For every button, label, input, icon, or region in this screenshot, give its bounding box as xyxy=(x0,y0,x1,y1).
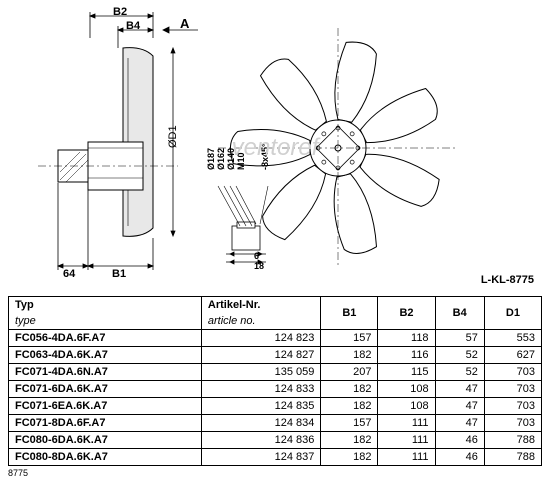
drawing-id: L-KL-8775 xyxy=(481,274,534,286)
dim-162: Ø162 xyxy=(216,148,226,170)
table-row: FC080-8DA.6K.A7124 83718211146788 xyxy=(9,449,542,466)
table-row: FC080-6DA.6K.A7124 83618211146788 xyxy=(9,432,542,449)
dim-18: 18 xyxy=(254,261,264,271)
table-row: FC071-6DA.6K.A7124 83318210847703 xyxy=(9,381,542,398)
dim-845: -8x45° xyxy=(260,143,270,170)
table-footer: 8775 xyxy=(8,468,542,478)
dim-140: Ø140 xyxy=(226,148,236,170)
table-row: FC071-8DA.6F.A7124 83415711147703 xyxy=(9,415,542,432)
dim-a: A xyxy=(180,16,189,31)
dim-b2: B2 xyxy=(113,6,127,18)
technical-drawing: ventoref xyxy=(8,8,542,288)
col-artikel: Artikel-Nr. xyxy=(201,297,320,314)
spec-table: Typ Artikel-Nr. B1 B2 B4 D1 type article… xyxy=(8,296,542,478)
col-typ: Typ xyxy=(9,297,202,314)
front-view: Ø187 Ø162 Ø140 M10 -8x45° 6 18 L-KL-8775 xyxy=(208,8,542,288)
col-b4: B4 xyxy=(435,297,484,330)
dim-64: 64 xyxy=(63,268,75,280)
col-type: type xyxy=(9,313,202,330)
dim-b4: B4 xyxy=(126,20,140,32)
svg-text:ØD1: ØD1 xyxy=(167,125,179,148)
table-row: FC063-4DA.6K.A7124 82718211652627 xyxy=(9,347,542,364)
dim-b1: B1 xyxy=(112,268,126,280)
dim-m10: M10 xyxy=(236,152,246,170)
dim-6: 6 xyxy=(254,251,259,261)
table-row: FC056-4DA.6F.A7124 82315711857553 xyxy=(9,330,542,347)
col-d1: D1 xyxy=(484,297,541,330)
table-row: FC071-4DA.6N.A7135 05920711552703 xyxy=(9,364,542,381)
dim-187: Ø187 xyxy=(206,148,216,170)
col-b1: B1 xyxy=(321,297,378,330)
col-b2: B2 xyxy=(378,297,435,330)
col-article: article no. xyxy=(201,313,320,330)
table-row: FC071-6EA.6K.A7124 83518210847703 xyxy=(9,398,542,415)
side-view: ØD1 B2 B4 A 64 B1 xyxy=(8,8,208,288)
